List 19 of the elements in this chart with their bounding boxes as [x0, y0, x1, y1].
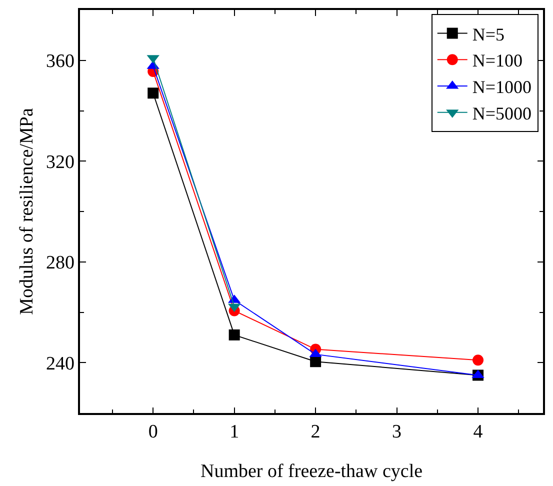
y-tick-label: 280 [46, 252, 74, 274]
y-axis-title: Modulus of resilience/MPa [16, 108, 38, 315]
legend-label: N=5 [472, 24, 505, 44]
x-tick-label: 0 [148, 422, 158, 443]
point [310, 356, 322, 368]
y-tick-label: 320 [46, 152, 74, 173]
x-axis-title: Number of freeze-thaw cycle [200, 460, 423, 482]
legend-label: N=1000 [472, 77, 532, 98]
x-tick-label: 4 [473, 422, 484, 443]
x-tick-label: 2 [310, 422, 320, 443]
x-tick-label: 3 [392, 422, 402, 443]
y-tick-label: 240 [46, 353, 74, 374]
point [148, 88, 159, 99]
legend-label: N=5000 [472, 103, 532, 124]
point [228, 329, 240, 340]
legend-label: N=100 [472, 50, 523, 71]
x-tick-label: 1 [230, 422, 240, 443]
point [472, 354, 484, 366]
y-tick-label: 360 [46, 51, 74, 72]
